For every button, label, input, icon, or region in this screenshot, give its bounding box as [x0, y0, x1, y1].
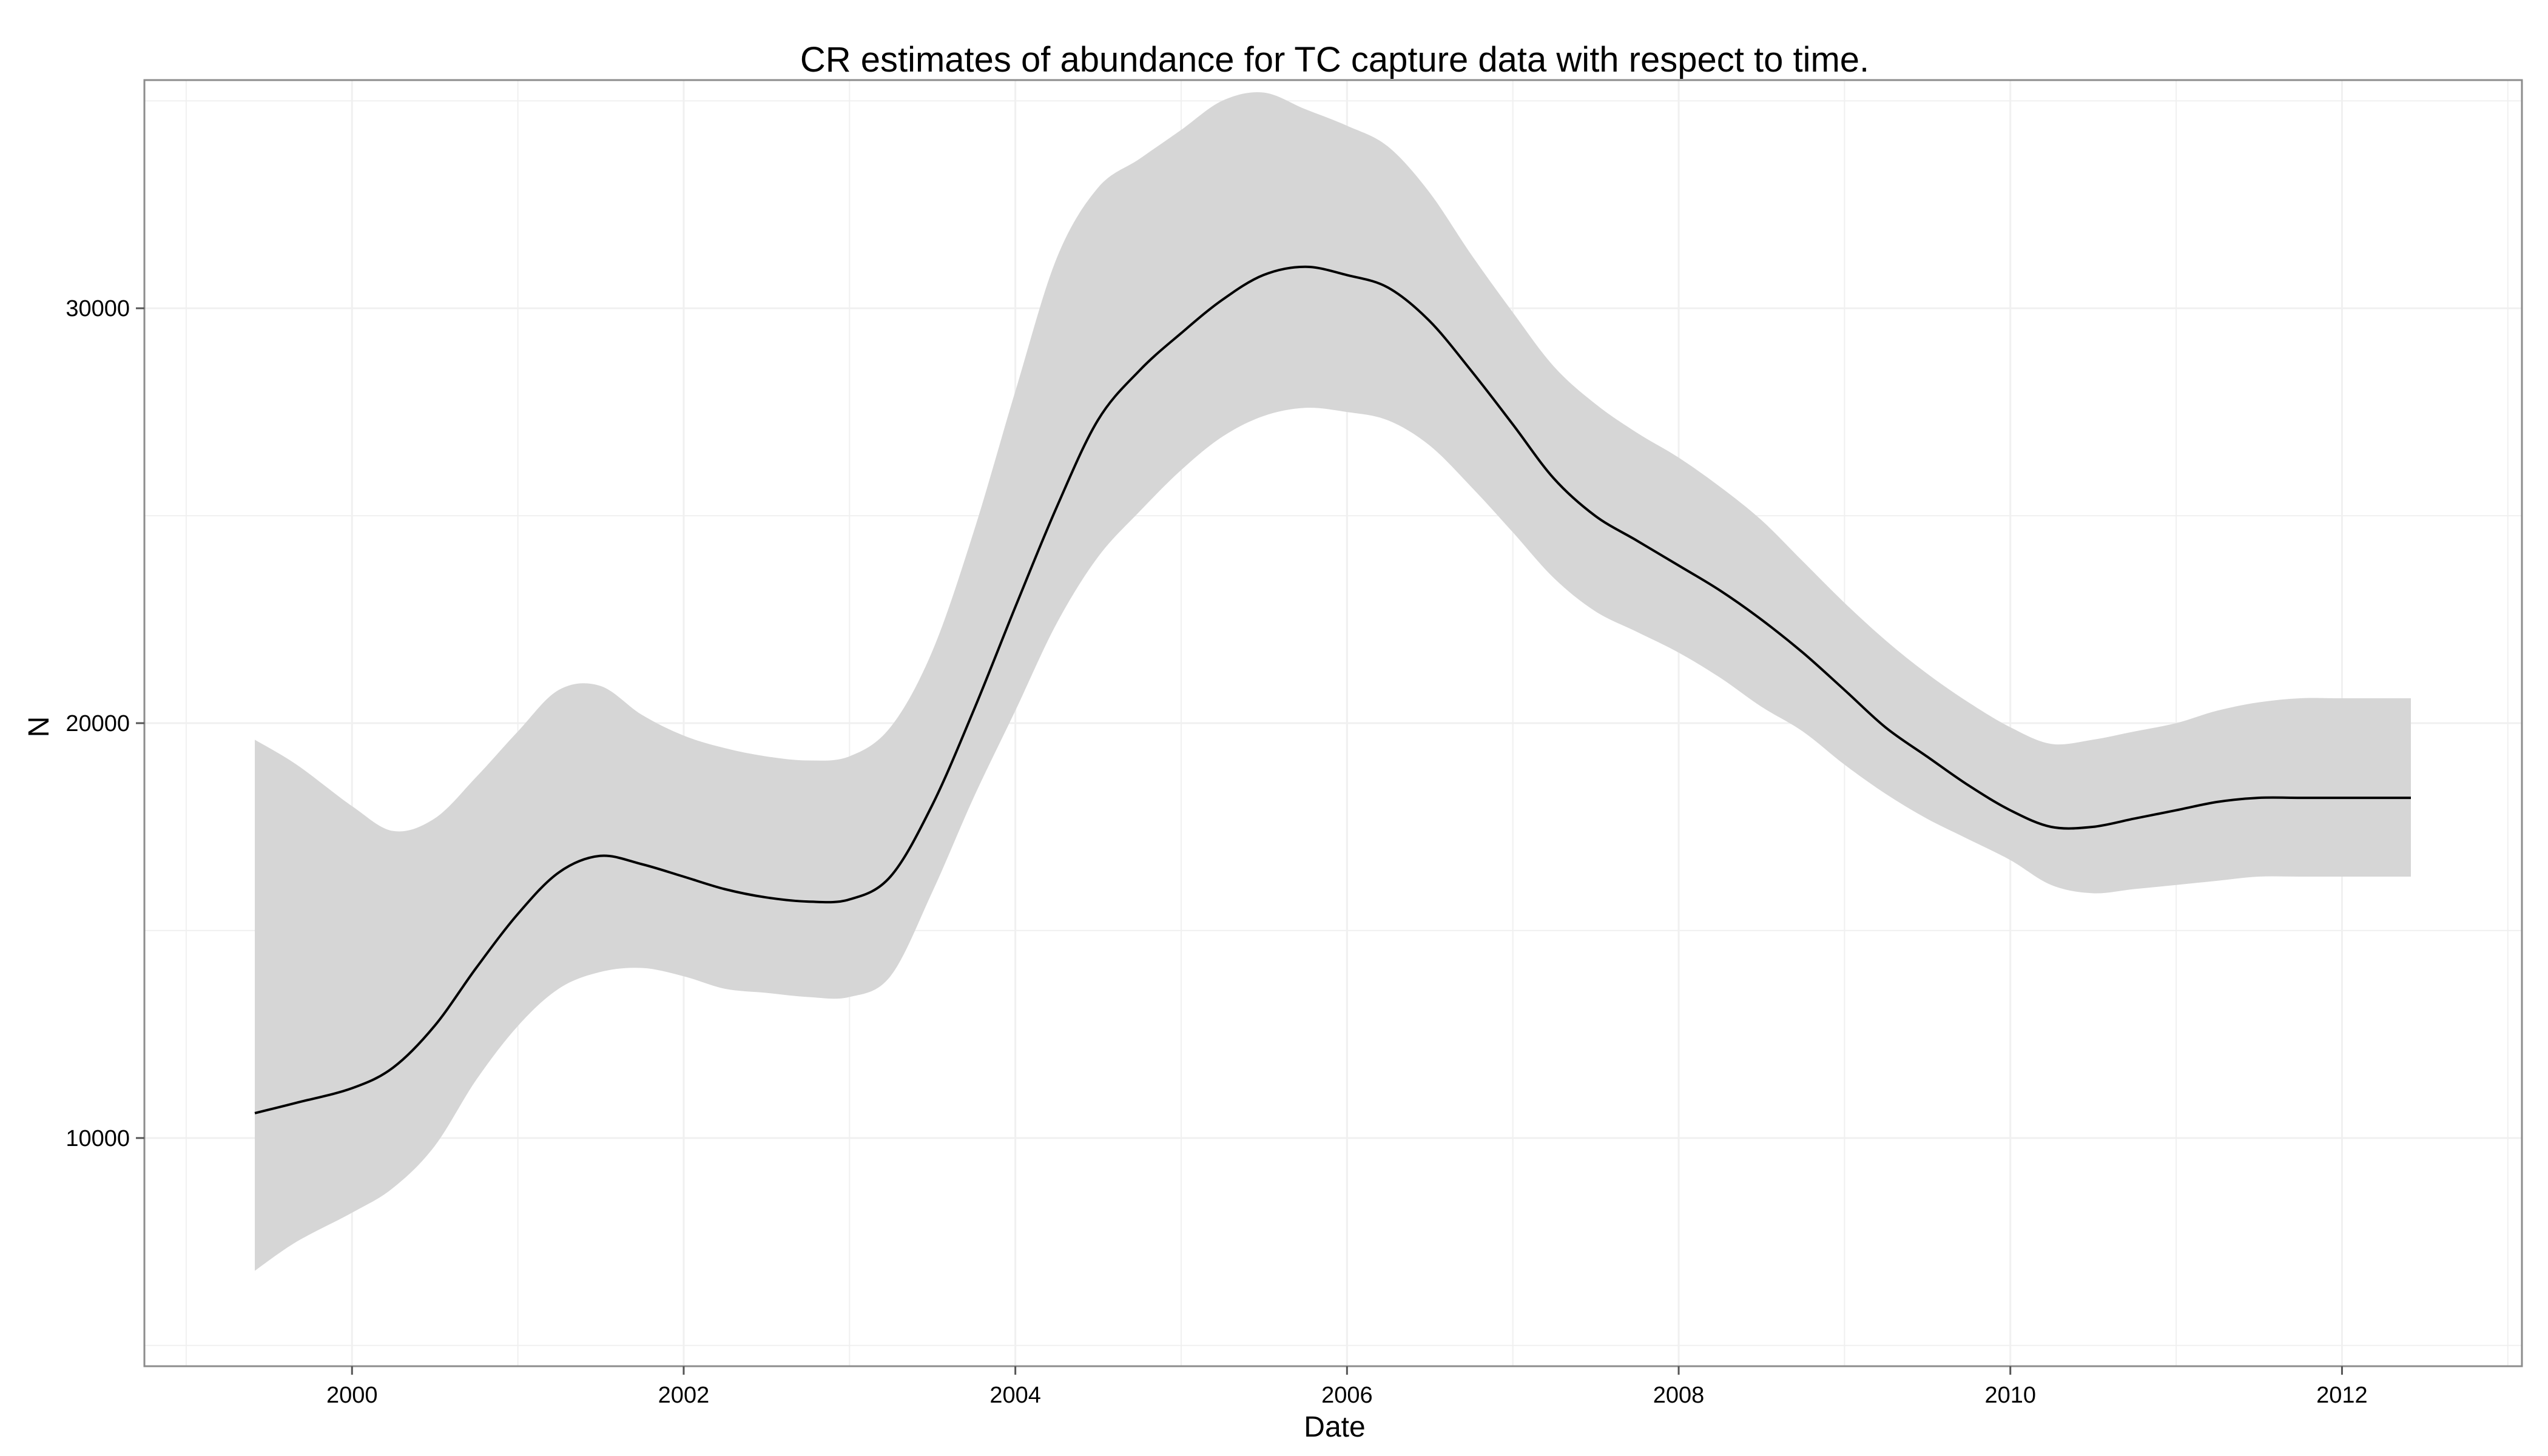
x-axis-ticks: 2000 2002 2004 2006 2008 2010 2012 — [326, 1366, 2368, 1408]
y-axis-ticks: 10000 20000 30000 — [66, 296, 144, 1151]
x-tick-label: 2006 — [1321, 1383, 1373, 1408]
x-tick-label: 2000 — [326, 1383, 378, 1408]
x-tick-label: 2012 — [2316, 1383, 2368, 1408]
confidence-ribbon — [255, 92, 2411, 1271]
x-tick-label: 2008 — [1653, 1383, 1705, 1408]
y-tick-label: 10000 — [66, 1126, 130, 1151]
x-tick-label: 2004 — [989, 1383, 1041, 1408]
y-axis-title: N — [23, 716, 55, 738]
x-tick-label: 2010 — [1984, 1383, 2036, 1408]
y-tick-label: 20000 — [66, 711, 130, 736]
x-tick-label: 2002 — [658, 1383, 710, 1408]
chart-title: CR estimates of abundance for TC capture… — [800, 40, 1869, 79]
abundance-line — [254, 265, 2411, 1114]
x-axis-title: Date — [1304, 1411, 1365, 1443]
y-tick-label: 30000 — [66, 296, 130, 322]
